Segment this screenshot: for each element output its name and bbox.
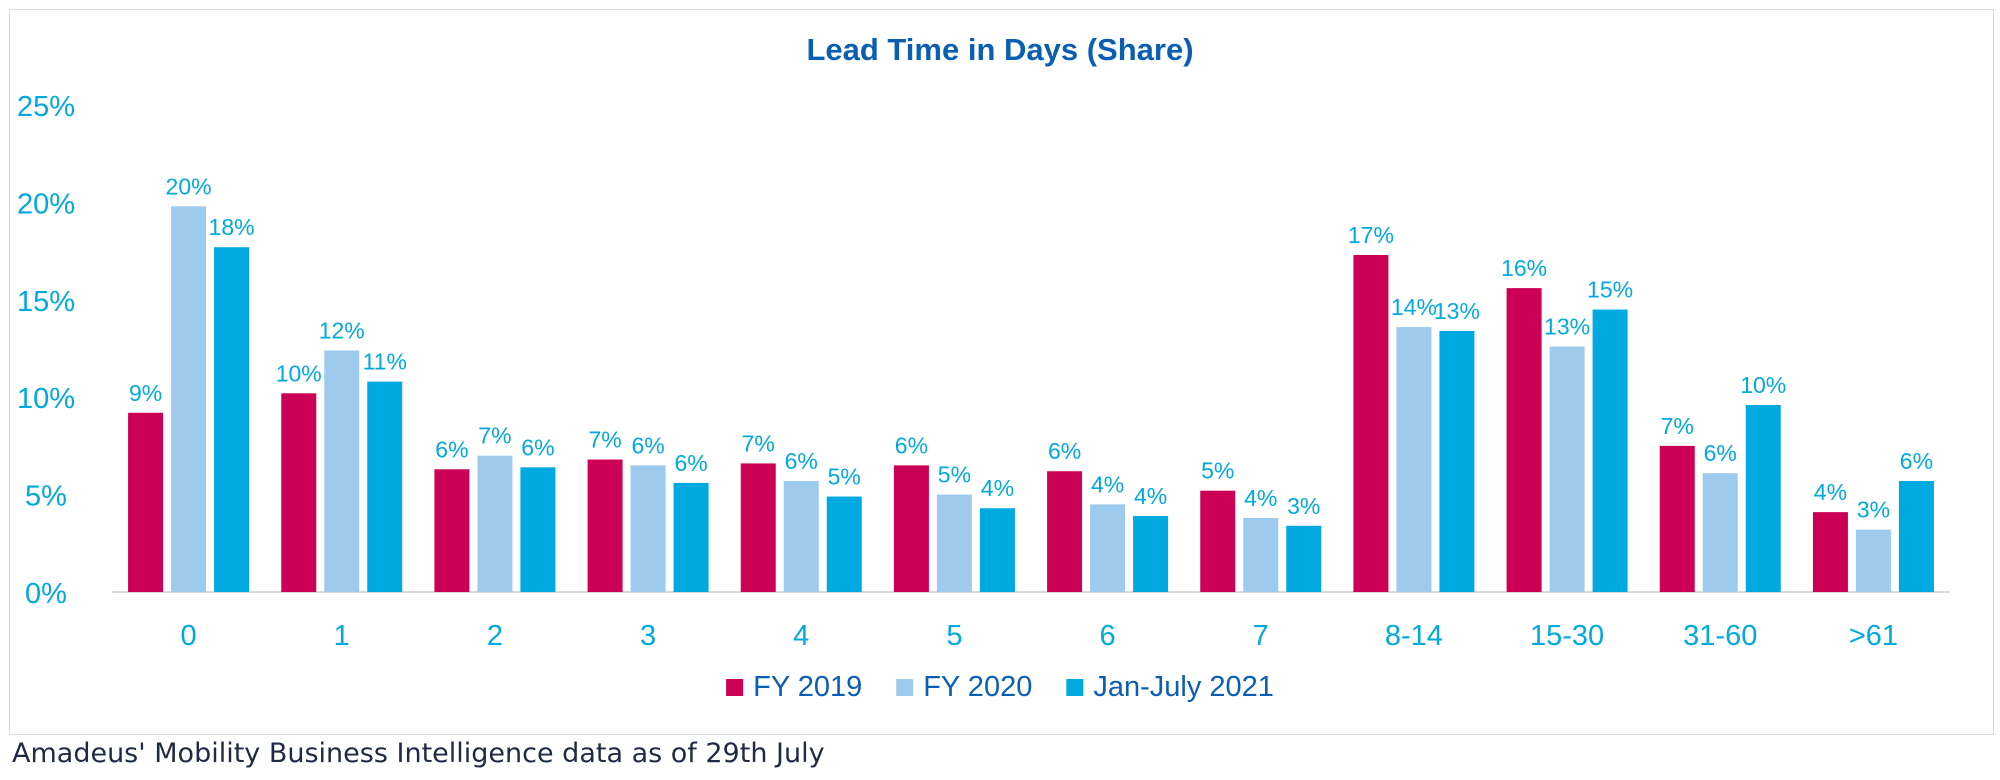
y-tick-label: 10% — [17, 383, 75, 415]
data-label: 6% — [1900, 448, 1933, 474]
data-label: 7% — [588, 427, 621, 453]
data-label: 4% — [1814, 479, 1847, 505]
bar-fy-2019 — [1200, 490, 1236, 592]
data-label: 6% — [631, 432, 664, 458]
data-label: 6% — [435, 436, 468, 462]
bar-jan-july-2021 — [673, 482, 709, 592]
bar-jan-july-2021 — [1439, 330, 1475, 592]
data-label: 17% — [1348, 222, 1394, 248]
bar-fy-2020 — [630, 465, 666, 592]
data-label: 7% — [1661, 413, 1694, 439]
x-tick-label: 0 — [181, 620, 197, 652]
data-label: 9% — [129, 380, 162, 406]
bar-fy-2019 — [1659, 445, 1695, 592]
bar-fy-2020 — [1549, 346, 1585, 592]
x-tick-label: 31-60 — [1683, 620, 1757, 652]
bar-chart: Lead Time in Days (Share)0%5%10%15%20%25… — [17, 32, 1950, 703]
y-tick-label: 15% — [17, 286, 75, 318]
bar-jan-july-2021 — [979, 508, 1015, 592]
data-label: 4% — [1134, 483, 1167, 509]
data-label: 18% — [209, 214, 255, 240]
bar-fy-2020 — [171, 206, 207, 592]
bar-fy-2020 — [1396, 327, 1432, 592]
data-label: 10% — [1740, 372, 1786, 398]
bar-jan-july-2021 — [1286, 525, 1322, 592]
source-footnote: Amadeus' Mobility Business Intelligence … — [12, 738, 825, 769]
bar-fy-2019 — [893, 465, 929, 592]
data-label: 4% — [1091, 471, 1124, 497]
bar-fy-2019 — [434, 469, 470, 592]
x-tick-label: 7 — [1253, 620, 1269, 652]
bar-jan-july-2021 — [214, 247, 250, 593]
bar-fy-2019 — [281, 393, 317, 592]
bar-jan-july-2021 — [520, 467, 556, 592]
data-label: 11% — [363, 349, 407, 375]
data-label: 10% — [276, 360, 322, 386]
bar-fy-2020 — [1855, 529, 1891, 592]
bar-fy-2020 — [936, 494, 972, 592]
data-label: 15% — [1587, 277, 1633, 303]
x-tick-label: 6 — [1100, 620, 1116, 652]
bar-fy-2019 — [1812, 512, 1848, 592]
x-tick-label: 15-30 — [1530, 620, 1604, 652]
legend-label: FY 2019 — [753, 671, 862, 703]
bar-fy-2019 — [587, 459, 623, 592]
bar-jan-july-2021 — [826, 496, 862, 592]
data-label: 20% — [166, 173, 212, 199]
x-tick-label: >61 — [1849, 620, 1898, 652]
y-tick-label: 25% — [17, 91, 75, 123]
y-tick-label: 5% — [25, 481, 67, 513]
x-tick-label: 3 — [640, 620, 656, 652]
legend-label: FY 2020 — [923, 671, 1032, 703]
data-label: 7% — [478, 423, 511, 449]
data-label: 3% — [1857, 497, 1890, 523]
bar-fy-2019 — [1506, 288, 1542, 592]
bar-fy-2020 — [1243, 517, 1279, 592]
data-label: 6% — [521, 434, 554, 460]
data-label: 3% — [1287, 493, 1320, 519]
data-label: 14% — [1391, 294, 1437, 320]
legend-swatch — [1066, 679, 1084, 696]
bar-fy-2019 — [128, 412, 164, 592]
data-label: 5% — [1201, 458, 1234, 484]
bar-jan-july-2021 — [1592, 309, 1628, 592]
bar-fy-2020 — [1702, 473, 1738, 592]
bar-fy-2019 — [1353, 254, 1389, 592]
bar-jan-july-2021 — [367, 381, 403, 592]
data-label: 16% — [1501, 255, 1547, 281]
data-label: 6% — [1048, 438, 1081, 464]
bar-jan-july-2021 — [1898, 480, 1934, 592]
data-label: 13% — [1434, 298, 1480, 324]
bar-fy-2020 — [783, 480, 819, 592]
x-tick-label: 5 — [946, 620, 962, 652]
data-label: 4% — [1244, 485, 1277, 511]
data-label: 5% — [938, 462, 971, 488]
legend-swatch — [726, 679, 744, 696]
data-label: 5% — [828, 464, 861, 490]
bar-fy-2020 — [1090, 504, 1126, 592]
legend-label: Jan-July 2021 — [1093, 671, 1274, 703]
bar-fy-2020 — [477, 455, 513, 592]
x-tick-label: 8-14 — [1385, 620, 1443, 652]
x-tick-label: 4 — [793, 620, 809, 652]
y-tick-label: 0% — [25, 578, 67, 610]
data-label: 13% — [1544, 314, 1590, 340]
bar-fy-2020 — [324, 350, 360, 592]
bar-jan-july-2021 — [1745, 404, 1781, 592]
data-label: 6% — [895, 432, 928, 458]
data-label: 6% — [674, 450, 707, 476]
data-label: 6% — [785, 448, 818, 474]
bar-fy-2019 — [740, 463, 776, 592]
x-tick-label: 2 — [487, 620, 503, 652]
data-label: 6% — [1704, 440, 1737, 466]
data-label: 7% — [742, 430, 775, 456]
y-tick-label: 20% — [17, 188, 75, 220]
bar-jan-july-2021 — [1133, 516, 1169, 592]
bar-fy-2019 — [1047, 471, 1083, 592]
chart-title: Lead Time in Days (Share) — [806, 32, 1193, 67]
data-label: 4% — [981, 475, 1014, 501]
x-tick-label: 1 — [334, 620, 350, 652]
legend-swatch — [896, 679, 914, 696]
data-label: 12% — [319, 317, 365, 343]
